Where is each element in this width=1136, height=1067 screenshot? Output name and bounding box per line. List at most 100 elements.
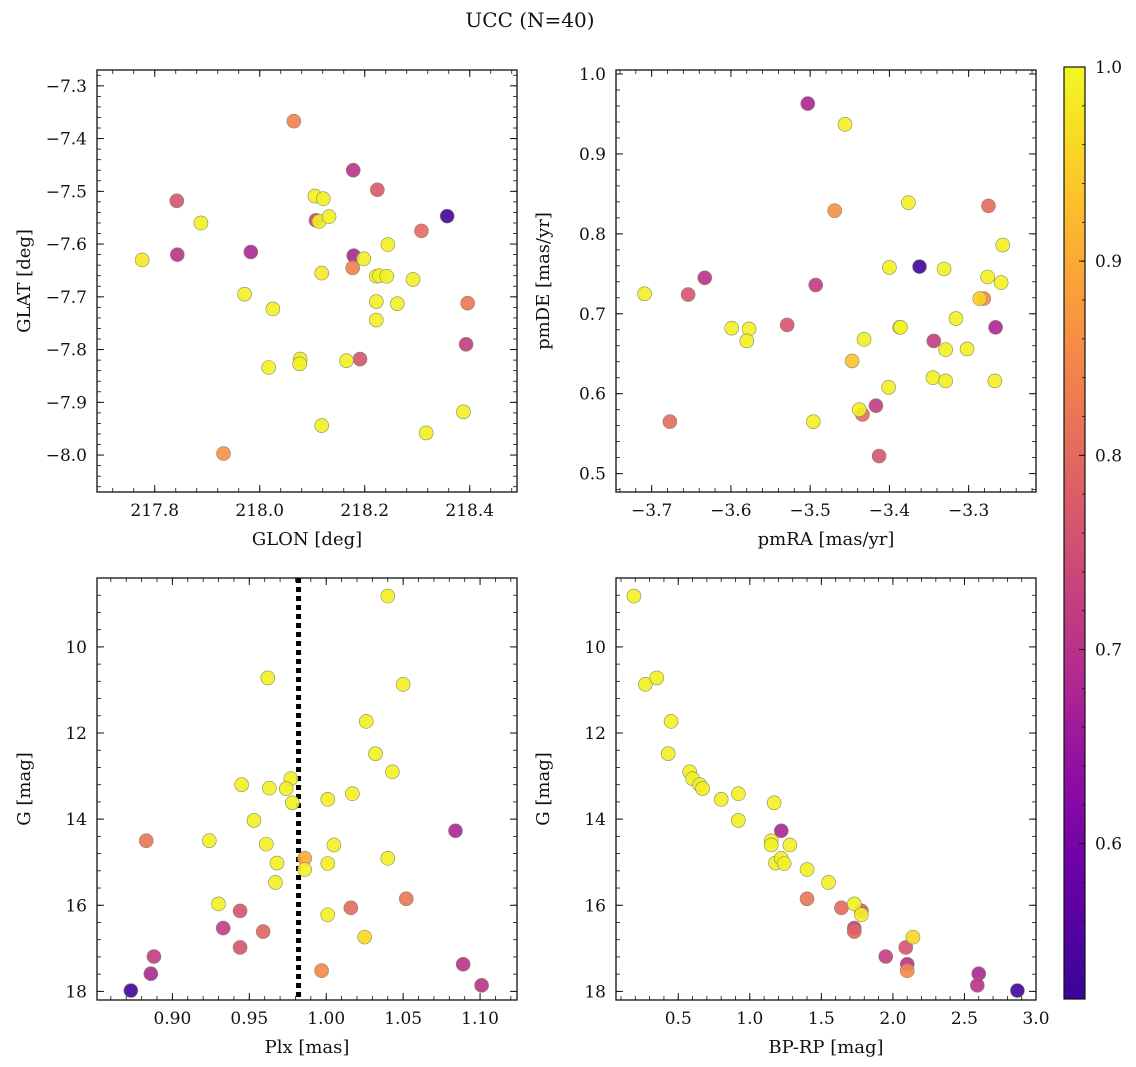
data-point [405, 272, 421, 287]
data-point [193, 215, 209, 231]
data-point [724, 320, 739, 336]
data-point [243, 244, 259, 260]
data-point [246, 813, 262, 828]
y-tick-label: 0.5 [579, 465, 606, 485]
x-tick-label: 1.0 [736, 1009, 763, 1029]
data-point [234, 777, 249, 792]
data-point [345, 786, 360, 802]
data-point [134, 252, 150, 268]
data-point [844, 353, 860, 369]
y-tick-label: 12 [584, 724, 606, 744]
x-tick-label: 3.0 [1022, 1009, 1049, 1029]
data-point [713, 792, 729, 807]
data-point [993, 275, 1009, 290]
data-point [458, 336, 474, 352]
data-point [237, 286, 252, 302]
y-tick-label: 14 [65, 810, 87, 830]
data-point [320, 907, 336, 923]
scatter-points [134, 113, 475, 461]
y-axis-label: pmDE [mas/yr] [533, 212, 554, 350]
figure-title: UCC (N=40) [465, 8, 594, 32]
x-tick-label: 1.00 [307, 1009, 345, 1029]
data-point [980, 269, 995, 285]
y-tick-label: −7.5 [46, 182, 87, 202]
data-point [456, 404, 471, 420]
data-point [988, 320, 1003, 335]
data-point [398, 891, 414, 907]
x-tick-label: 1.5 [808, 1009, 835, 1029]
data-point [232, 903, 248, 919]
data-point [987, 373, 1003, 389]
data-point [731, 813, 746, 828]
y-tick-label: 0.7 [579, 305, 606, 325]
data-point [806, 414, 821, 429]
y-tick-label: −7.7 [46, 288, 87, 308]
y-tick-label: 0.6 [579, 385, 606, 405]
data-point [766, 795, 782, 811]
data-point [846, 924, 862, 939]
x-tick-label: 218.0 [235, 501, 284, 521]
data-point [268, 875, 283, 890]
data-point [899, 963, 915, 979]
x-tick-label: −3.4 [869, 501, 910, 521]
y-axis-label: GLAT [deg] [14, 229, 35, 333]
colorbar-tick-label: 1.0 [1095, 58, 1122, 78]
data-point [697, 270, 713, 286]
y-tick-label: 16 [584, 896, 606, 916]
data-point [216, 446, 231, 461]
data-point [474, 978, 489, 993]
data-point [368, 312, 384, 328]
data-point [834, 900, 849, 916]
data-point [637, 286, 652, 302]
data-point [143, 966, 159, 982]
pm-panel: −3.7 −3.6 −3.5 −3.4 −3.3 0.5 0.6 0.7 0.8 0.9 1.0 pm… [533, 65, 1037, 550]
data-point [799, 891, 815, 907]
colorbar-gradient [1063, 66, 1086, 1000]
plot-frame [615, 577, 1037, 1001]
data-point [170, 247, 185, 262]
data-point [123, 983, 139, 998]
y-axis-label: G [mag] [14, 752, 35, 825]
x-axis-label: pmRA [mas/yr] [758, 529, 895, 550]
data-point [265, 301, 281, 317]
plx-g-panel: 0.90 0.95 1.00 1.05 1.10 10 12 14 16 18 Plx [mas] G… [14, 577, 518, 1058]
data-point [255, 924, 271, 939]
data-point [439, 208, 455, 224]
x-tick-label: 218.4 [445, 501, 494, 521]
x-tick-label: 0.90 [153, 1009, 191, 1029]
data-point [380, 237, 396, 252]
data-point [326, 837, 342, 853]
x-tick-label: 1.05 [384, 1009, 422, 1029]
y-tick-label: −7.3 [46, 77, 87, 97]
cmd-panel: 0.5 1.0 1.5 2.0 2.5 3.0 10 12 14 16 18 BP-RP [mag] G… [533, 577, 1050, 1058]
plot-frame [96, 69, 518, 493]
x-tick-label: 2.0 [879, 1009, 906, 1029]
data-point [660, 746, 676, 761]
data-point [379, 268, 395, 284]
data-point [837, 117, 853, 132]
data-point [169, 193, 185, 209]
data-point [912, 259, 927, 274]
data-point [1010, 983, 1025, 998]
data-point [741, 321, 757, 337]
y-tick-label: 12 [65, 724, 87, 744]
data-point [368, 746, 383, 761]
data-point [321, 209, 337, 224]
plot-frame [615, 69, 1037, 493]
x-axis-label: BP-RP [mag] [768, 1037, 883, 1058]
colorbar-tick-label: 0.7 [1095, 641, 1122, 661]
data-point [739, 333, 755, 349]
data-point [380, 588, 396, 604]
x-tick-label: 2.5 [951, 1009, 978, 1029]
y-tick-label: −7.6 [46, 235, 87, 255]
data-point [146, 949, 162, 964]
data-point [808, 277, 823, 293]
y-tick-label: 18 [584, 982, 606, 1002]
data-point [314, 963, 329, 979]
y-tick-label: −7.9 [46, 393, 87, 413]
data-point [260, 670, 276, 686]
data-point [202, 833, 217, 848]
x-tick-label: 1.10 [461, 1009, 499, 1029]
x-tick-label: 218.2 [340, 501, 389, 521]
data-point [856, 332, 872, 347]
